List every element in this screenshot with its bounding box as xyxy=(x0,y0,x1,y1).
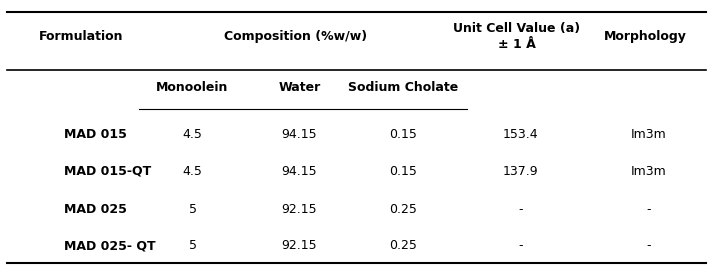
Text: 137.9: 137.9 xyxy=(503,165,538,178)
Text: 153.4: 153.4 xyxy=(503,129,538,141)
Text: Im3m: Im3m xyxy=(631,129,667,141)
Text: 5: 5 xyxy=(188,239,197,252)
Text: 5: 5 xyxy=(188,203,197,216)
Text: 0.15: 0.15 xyxy=(389,129,417,141)
Text: Monoolein: Monoolein xyxy=(156,81,229,94)
Text: 94.15: 94.15 xyxy=(282,129,317,141)
Text: MAD 015: MAD 015 xyxy=(64,129,127,141)
Text: 0.15: 0.15 xyxy=(389,165,417,178)
Text: MAD 025: MAD 025 xyxy=(64,203,127,216)
Text: Morphology: Morphology xyxy=(604,30,687,43)
Text: 92.15: 92.15 xyxy=(282,239,317,252)
Text: Composition (%w/w): Composition (%w/w) xyxy=(225,30,367,43)
Text: 92.15: 92.15 xyxy=(282,203,317,216)
Text: Unit Cell Value (a)
± 1 Å: Unit Cell Value (a) ± 1 Å xyxy=(453,22,580,51)
Text: Im3m: Im3m xyxy=(631,165,667,178)
Text: Water: Water xyxy=(278,81,321,94)
Text: MAD 025- QT: MAD 025- QT xyxy=(64,239,156,252)
Text: -: - xyxy=(518,239,523,252)
Text: Sodium Cholate: Sodium Cholate xyxy=(348,81,458,94)
Text: 0.25: 0.25 xyxy=(389,203,417,216)
Text: -: - xyxy=(518,203,523,216)
Text: -: - xyxy=(647,239,651,252)
Text: 94.15: 94.15 xyxy=(282,165,317,178)
Text: MAD 015-QT: MAD 015-QT xyxy=(64,165,151,178)
Text: 4.5: 4.5 xyxy=(183,129,202,141)
Text: Formulation: Formulation xyxy=(39,30,124,43)
Text: -: - xyxy=(647,203,651,216)
Text: 4.5: 4.5 xyxy=(183,165,202,178)
Text: 0.25: 0.25 xyxy=(389,239,417,252)
